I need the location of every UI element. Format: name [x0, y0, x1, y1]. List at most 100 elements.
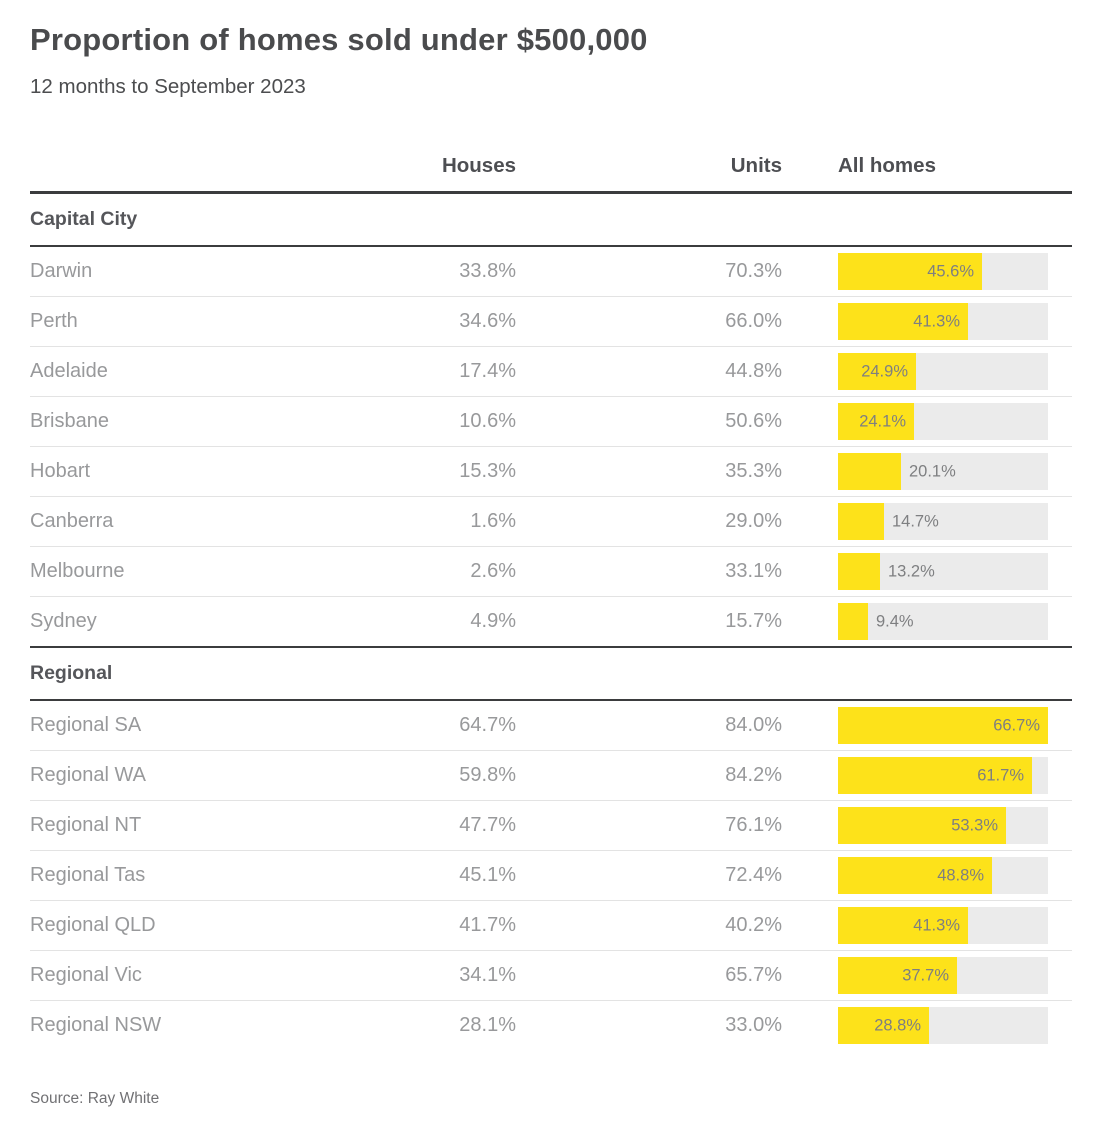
row-label: Regional SA	[30, 714, 142, 736]
bar-fill	[838, 957, 957, 994]
units-value: 44.8%	[725, 360, 782, 382]
all-homes-bar-cell: 37.7%	[782, 957, 1072, 994]
table-row: Canberra 1.6% 29.0% 14.7%	[30, 496, 1072, 546]
bar-fill	[838, 857, 992, 894]
bar-fill	[838, 253, 982, 290]
bar-fill	[838, 403, 914, 440]
bar-value-label: 53.3%	[951, 816, 998, 834]
units-value: 15.7%	[725, 610, 782, 632]
section-header: Capital City	[30, 194, 1072, 247]
column-header-all-homes: All homes	[838, 154, 936, 177]
table-section: Capital City Darwin 33.8% 70.3% 45.6% Perth 34…	[30, 194, 1072, 646]
table-body: Capital City Darwin 33.8% 70.3% 45.6% Perth 34…	[30, 194, 1072, 1050]
row-label: Regional QLD	[30, 914, 156, 936]
bar-track: 13.2%	[838, 553, 1048, 590]
table-row: Melbourne 2.6% 33.1% 13.2%	[30, 546, 1072, 596]
all-homes-bar-cell: 41.3%	[782, 303, 1072, 340]
row-label: Regional Vic	[30, 964, 142, 986]
row-label: Melbourne	[30, 560, 125, 582]
section-label: Capital City	[30, 208, 138, 230]
units-value: 33.1%	[725, 560, 782, 582]
table-header-row: Houses Units All homes	[30, 141, 1072, 194]
all-homes-bar-cell: 66.7%	[782, 707, 1072, 744]
row-label: Canberra	[30, 510, 114, 532]
all-homes-bar-cell: 45.6%	[782, 253, 1072, 290]
bar-fill	[838, 757, 1032, 794]
bar-value-label: 13.2%	[888, 562, 935, 580]
houses-value: 59.8%	[459, 764, 516, 786]
table-row: Regional NT 47.7% 76.1% 53.3%	[30, 800, 1072, 850]
bar-track: 14.7%	[838, 503, 1048, 540]
bar-value-label: 45.6%	[927, 262, 974, 280]
houses-value: 10.6%	[459, 410, 516, 432]
houses-value: 1.6%	[470, 510, 516, 532]
bar-value-label: 66.7%	[993, 716, 1040, 734]
units-value: 84.0%	[725, 714, 782, 736]
all-homes-bar-cell: 24.1%	[782, 403, 1072, 440]
all-homes-bar-cell: 41.3%	[782, 907, 1072, 944]
all-homes-bar-cell: 24.9%	[782, 353, 1072, 390]
row-label: Sydney	[30, 610, 97, 632]
all-homes-bar-cell: 20.1%	[782, 453, 1072, 490]
bar-value-label: 9.4%	[876, 612, 914, 630]
bar-track: 53.3%	[838, 807, 1048, 844]
table-row: Regional WA 59.8% 84.2% 61.7%	[30, 750, 1072, 800]
bar-fill	[838, 807, 1006, 844]
units-value: 84.2%	[725, 764, 782, 786]
bar-track: 66.7%	[838, 707, 1048, 744]
bar-fill	[838, 907, 968, 944]
houses-value: 17.4%	[459, 360, 516, 382]
bar-value-label: 24.1%	[859, 412, 906, 430]
row-label: Hobart	[30, 460, 91, 482]
column-header-houses: Houses	[441, 154, 516, 177]
row-label: Regional WA	[30, 764, 146, 786]
bar-value-label: 61.7%	[977, 766, 1024, 784]
row-label: Brisbane	[30, 410, 109, 432]
table-section: Regional Regional SA 64.7% 84.0% 66.7% Region…	[30, 646, 1072, 1050]
houses-value: 34.6%	[459, 310, 516, 332]
bar-fill	[838, 553, 880, 590]
bar-track: 37.7%	[838, 957, 1048, 994]
section-label: Regional	[30, 662, 113, 684]
units-value: 65.7%	[725, 964, 782, 986]
table-row: Brisbane 10.6% 50.6% 24.1%	[30, 396, 1072, 446]
bar-fill	[838, 303, 968, 340]
all-homes-bar-cell: 13.2%	[782, 553, 1072, 590]
all-homes-bar-cell: 28.8%	[782, 1007, 1072, 1044]
section-header: Regional	[30, 646, 1072, 701]
bar-fill	[838, 707, 1048, 744]
page-title: Proportion of homes sold under $500,000	[30, 22, 648, 57]
units-value: 33.0%	[725, 1014, 782, 1036]
bar-track: 45.6%	[838, 253, 1048, 290]
page-subtitle: 12 months to September 2023	[30, 75, 306, 98]
bar-value-label: 20.1%	[909, 462, 956, 480]
bar-value-label: 24.9%	[861, 362, 908, 380]
bar-track: 9.4%	[838, 603, 1048, 640]
units-value: 70.3%	[725, 260, 782, 282]
all-homes-bar-cell: 61.7%	[782, 757, 1072, 794]
column-header-units: Units	[730, 154, 782, 177]
bar-value-label: 41.3%	[913, 312, 960, 330]
table-row: Sydney 4.9% 15.7% 9.4%	[30, 596, 1072, 646]
houses-value: 15.3%	[459, 460, 516, 482]
row-label: Regional NT	[30, 814, 142, 836]
row-label: Regional Tas	[30, 864, 146, 886]
table-row: Regional NSW 28.1% 33.0% 28.8%	[30, 1000, 1072, 1050]
table-row: Darwin 33.8% 70.3% 45.6%	[30, 247, 1072, 296]
houses-value: 28.1%	[459, 1014, 516, 1036]
bar-fill	[838, 503, 884, 540]
table-row: Hobart 15.3% 35.3% 20.1%	[30, 446, 1072, 496]
table-row: Regional Tas 45.1% 72.4% 48.8%	[30, 850, 1072, 900]
bar-fill	[838, 453, 901, 490]
row-label: Darwin	[30, 260, 93, 282]
units-value: 76.1%	[725, 814, 782, 836]
units-value: 29.0%	[725, 510, 782, 532]
units-value: 50.6%	[725, 410, 782, 432]
houses-value: 2.6%	[470, 560, 516, 582]
row-label: Regional NSW	[30, 1014, 162, 1036]
table-row: Perth 34.6% 66.0% 41.3%	[30, 296, 1072, 346]
bar-track: 41.3%	[838, 907, 1048, 944]
bar-value-label: 48.8%	[937, 866, 984, 884]
bar-value-label: 37.7%	[902, 966, 949, 984]
